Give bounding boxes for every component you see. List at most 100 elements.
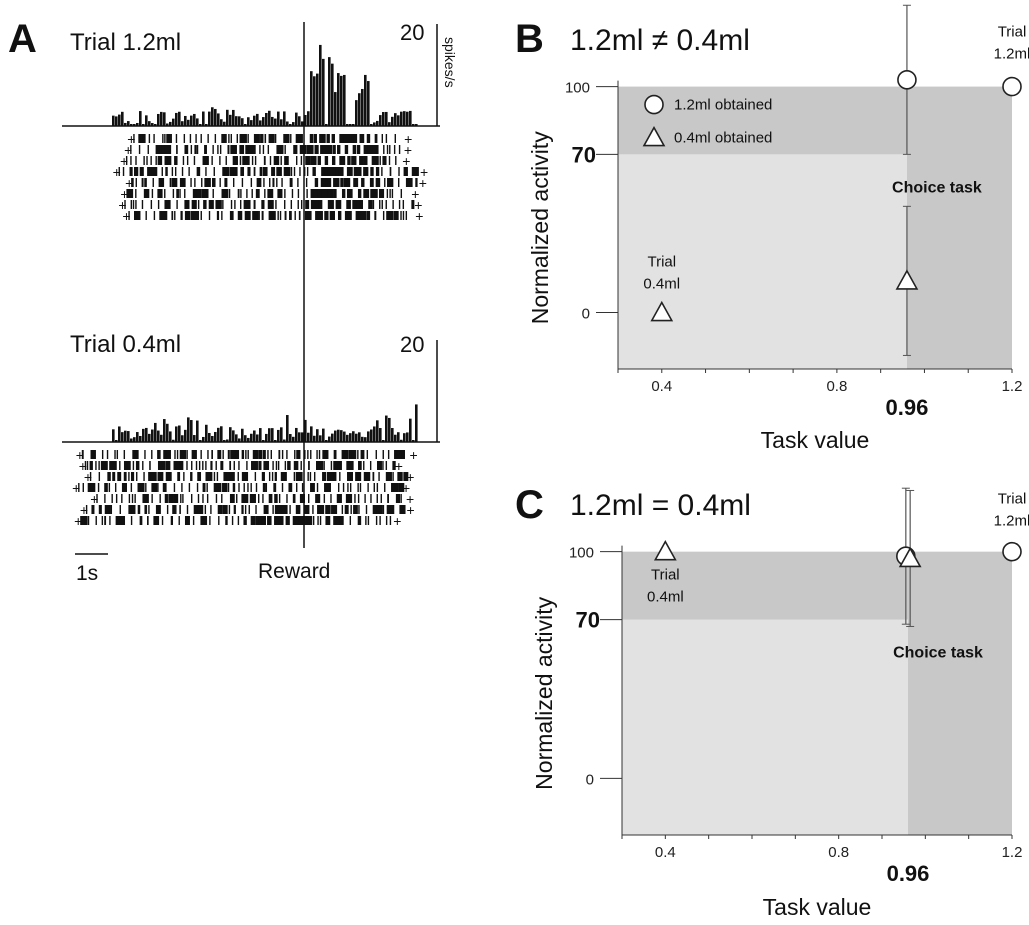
raster-spike bbox=[135, 461, 140, 470]
raster-spike bbox=[359, 156, 364, 165]
histogram-bar bbox=[352, 124, 355, 126]
raster-spike bbox=[352, 145, 357, 154]
raster-spike bbox=[194, 178, 196, 187]
raster-spike bbox=[240, 167, 245, 176]
raster-spike bbox=[164, 134, 166, 143]
raster-spike bbox=[236, 156, 238, 165]
raster-spike bbox=[346, 167, 351, 176]
raster-spike bbox=[403, 167, 408, 176]
raster-spike bbox=[390, 472, 392, 481]
raster-spike bbox=[277, 156, 280, 165]
raster-spike bbox=[329, 211, 335, 220]
raster-spike bbox=[136, 472, 138, 481]
raster-spike bbox=[180, 494, 182, 503]
histogram-bar bbox=[220, 426, 223, 442]
raster-spike bbox=[241, 178, 244, 187]
raster-spike bbox=[329, 483, 331, 492]
histogram-bar bbox=[193, 113, 196, 126]
raster-spike bbox=[397, 472, 403, 481]
raster-spike bbox=[128, 505, 134, 514]
raster-spike bbox=[313, 134, 317, 143]
raster-spike bbox=[274, 516, 282, 525]
histogram-bar bbox=[247, 117, 250, 126]
histogram-bar bbox=[157, 430, 160, 442]
raster-spike bbox=[262, 494, 264, 503]
raster-spike bbox=[319, 516, 322, 525]
raster-spike bbox=[375, 167, 380, 176]
raster-spike bbox=[315, 494, 320, 503]
raster-spike bbox=[310, 189, 317, 198]
raster-spike bbox=[321, 189, 329, 198]
raster-spike bbox=[157, 483, 159, 492]
raster-spike bbox=[342, 516, 344, 525]
raster-spike bbox=[212, 145, 214, 154]
raster-spike bbox=[201, 189, 208, 198]
raster-spike bbox=[310, 450, 312, 459]
raster-spike bbox=[253, 200, 256, 209]
raster-spike bbox=[289, 505, 291, 514]
raster-spike bbox=[284, 211, 287, 220]
raster-spike bbox=[153, 516, 160, 525]
histogram-bar bbox=[289, 124, 292, 126]
histogram-bar bbox=[328, 436, 331, 442]
y-tick-label: 0 bbox=[586, 771, 594, 788]
raster-spike bbox=[259, 145, 261, 154]
raster-spike bbox=[128, 211, 130, 220]
histogram-bar bbox=[181, 435, 184, 442]
raster-spike bbox=[300, 461, 302, 470]
raster-trial-start-mark: + bbox=[124, 142, 132, 158]
raster-spike bbox=[138, 134, 143, 143]
raster-spike bbox=[101, 450, 104, 459]
raster-spike bbox=[257, 494, 260, 503]
raster-spike bbox=[236, 494, 238, 503]
histogram-bar bbox=[139, 111, 142, 126]
raster-spike bbox=[235, 450, 240, 459]
raster-spike bbox=[347, 211, 352, 220]
raster-spike bbox=[385, 200, 387, 209]
raster-spike bbox=[201, 178, 203, 187]
raster-spike bbox=[263, 505, 269, 514]
raster-spike bbox=[229, 461, 232, 470]
raster-spike bbox=[251, 156, 254, 165]
raster-spike bbox=[205, 167, 207, 176]
histogram-bar bbox=[370, 124, 373, 126]
raster-spike bbox=[395, 494, 401, 503]
raster-spike bbox=[289, 178, 293, 187]
histogram-bar bbox=[175, 112, 178, 126]
histogram-bar bbox=[205, 124, 208, 126]
raster-spike bbox=[389, 516, 392, 525]
raster-spike bbox=[357, 472, 359, 481]
histogram-bar bbox=[313, 435, 316, 442]
raster-spike bbox=[221, 211, 223, 220]
raster-spike bbox=[171, 167, 174, 176]
raster-spike bbox=[213, 483, 220, 492]
raster-spike bbox=[200, 516, 208, 525]
raster-spike bbox=[402, 211, 405, 220]
raster-spike bbox=[358, 505, 360, 514]
raster-spike bbox=[219, 145, 222, 154]
raster-spike bbox=[252, 450, 259, 459]
raster-spike bbox=[293, 472, 296, 481]
raster-spike bbox=[309, 472, 312, 481]
raster-spike bbox=[292, 516, 300, 525]
raster-spike bbox=[330, 494, 332, 503]
raster-spike bbox=[173, 483, 176, 492]
raster-spike bbox=[213, 167, 215, 176]
raster-spike bbox=[132, 450, 139, 459]
raster-spike bbox=[335, 167, 339, 176]
raster-spike bbox=[392, 461, 396, 470]
raster-spike bbox=[271, 189, 274, 198]
raster-spike bbox=[169, 178, 172, 187]
raster-spike bbox=[258, 211, 260, 220]
panel-b-letter: B bbox=[515, 17, 544, 61]
raster-spike bbox=[337, 200, 342, 209]
raster-spike bbox=[85, 505, 88, 514]
raster-spike bbox=[217, 505, 223, 514]
raster-spike bbox=[129, 167, 133, 176]
raster-spike bbox=[189, 134, 192, 143]
high-activity-region bbox=[622, 551, 908, 620]
histogram-bar bbox=[307, 432, 310, 442]
raster-spike bbox=[224, 167, 227, 176]
raster-spike bbox=[230, 450, 238, 459]
histogram-bar bbox=[373, 122, 376, 126]
